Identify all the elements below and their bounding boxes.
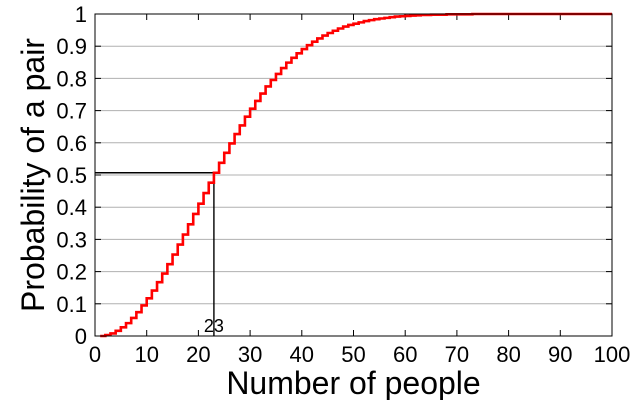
axis-ticks xyxy=(94,13,613,337)
plot-frame xyxy=(94,13,613,337)
x-tick-label: 100 xyxy=(594,342,631,367)
x-tick-label: 20 xyxy=(186,342,210,367)
x-tick-label: 0 xyxy=(89,342,101,367)
y-tick-label: 0.5 xyxy=(56,163,87,188)
x-axis-title: Number of people xyxy=(226,365,480,400)
x-tick-label: 50 xyxy=(341,342,365,367)
x-axis-tick-labels: 0 10 20 30 40 50 60 70 80 90 100 xyxy=(89,342,630,367)
annotation-label-23: 23 xyxy=(204,316,224,336)
median-marker xyxy=(95,172,215,336)
x-tick-label: 60 xyxy=(393,342,417,367)
x-tick-label: 80 xyxy=(496,342,520,367)
y-tick-label: 0.8 xyxy=(56,66,87,91)
median-guide-line xyxy=(95,172,215,336)
x-tick-label: 40 xyxy=(290,342,314,367)
x-tick-label: 70 xyxy=(445,342,469,367)
y-tick-label: 0.6 xyxy=(56,131,87,156)
x-tick-label: 90 xyxy=(548,342,572,367)
y-tick-label: 1 xyxy=(75,2,87,27)
y-axis-title: Probability of a pair xyxy=(15,38,51,312)
y-axis-tick-labels: 0 0.1 0.2 0.3 0.4 0.5 0.6 0.7 0.8 0.9 1 xyxy=(56,2,87,349)
y-tick-label: 0.4 xyxy=(56,195,87,220)
y-tick-label: 0.1 xyxy=(56,292,87,317)
y-tick-label: 0.7 xyxy=(56,99,87,124)
y-tick-label: 0 xyxy=(75,324,87,349)
x-tick-label: 10 xyxy=(134,342,158,367)
y-tick-label: 0.2 xyxy=(56,260,87,285)
y-tick-label: 0.9 xyxy=(56,34,87,59)
x-tick-label: 30 xyxy=(238,342,262,367)
horizontal-gridlines xyxy=(95,45,612,305)
y-tick-label: 0.3 xyxy=(56,227,87,252)
